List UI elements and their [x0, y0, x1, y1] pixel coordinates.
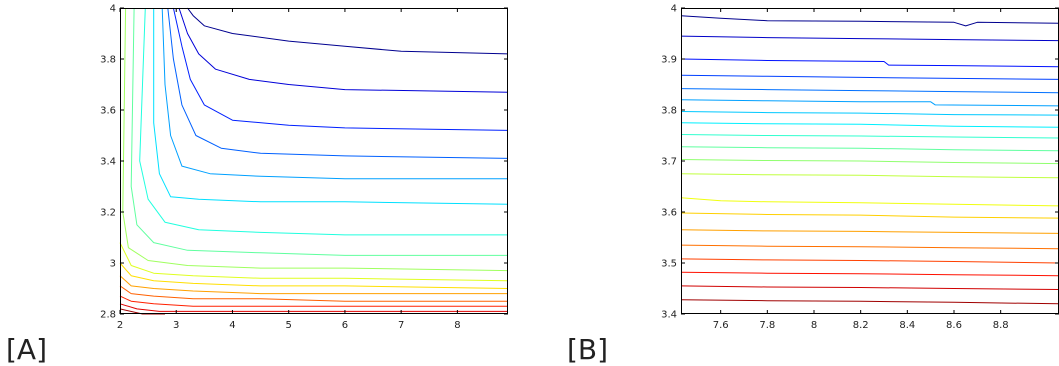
panel-b-contour-line-2: [680, 35, 1059, 42]
panel-a-axes-frame: [120, 8, 508, 314]
panel-b-contour-line-14: [680, 212, 1059, 219]
panel-a-contour-line-10: [119, 242, 509, 282]
panel-a-contour-line-8: [130, 7, 508, 256]
panel-a-contour-line-2: [178, 7, 509, 93]
panel-a-contour-plot: 2 3 4 5 6 7 8 2.8 3 3.2 3.4 3.6 3.8 4 [A]: [6, 4, 509, 366]
panel-b-x-tick-label: 7.6: [713, 320, 729, 331]
panel-b-x-tick-label: 8: [811, 320, 817, 331]
panel-b-contour-line-8: [680, 122, 1059, 128]
panel-b-y-tick-label: 4: [671, 4, 677, 15]
panel-a-x-tick-label: 8: [454, 320, 460, 331]
panel-a-y-tick-label: 2.8: [100, 310, 116, 321]
panel-b-contour-line-16: [680, 244, 1059, 250]
panel-a-contour-line-14: [119, 295, 508, 307]
panel-a-y-tick-label: 3.2: [100, 208, 116, 219]
panel-b-contour-line-20: [680, 299, 1059, 305]
panel-a-contour-lines: [119, 7, 509, 315]
panel-b-contour-line-7: [680, 111, 1059, 116]
panel-a-y-tick-label: 3.8: [100, 55, 116, 66]
panel-a-y-tick-label: 4: [110, 4, 116, 15]
panel-a-contour-line-5: [161, 7, 508, 180]
panel-a-y-tick-label: 3.6: [100, 106, 116, 117]
panel-b-contour-line-19: [680, 285, 1059, 290]
panel-b-x-tick-label: 8.6: [946, 320, 962, 331]
panel-a-x-tick-label: 3: [173, 320, 179, 331]
panel-b-contour-line-4: [680, 74, 1059, 80]
panel-b-contour-line-6: [680, 99, 1059, 107]
panel-b-contour-line-15: [680, 229, 1059, 234]
panel-a-axis-ticks: 2 3 4 5 6 7 8 2.8 3 3.2 3.4 3.6 3.8 4: [100, 4, 508, 331]
panel-b-contour-line-10: [680, 146, 1059, 152]
panel-a-contour-line-11: [119, 262, 509, 289]
panel-a-label: [A]: [6, 333, 47, 366]
panel-a-x-tick-label: 7: [398, 320, 404, 331]
panel-b-y-tick-label: 3.9: [661, 55, 677, 66]
panel-a-contour-line-1: [187, 7, 509, 55]
panel-a-y-tick-label: 3: [110, 259, 116, 270]
panel-a-x-tick-label: 6: [342, 320, 348, 331]
panel-a-y-tick-label: 3.4: [100, 157, 116, 168]
panel-a-x-tick-label: 4: [229, 320, 235, 331]
panel-b-contour-lines: [680, 15, 1059, 305]
panel-a-contour-line-13: [119, 285, 508, 302]
panel-b-contour-line-18: [680, 271, 1059, 277]
panel-b-x-tick-label: 8.4: [899, 320, 915, 331]
panel-b-contour-line-3: [680, 58, 1059, 68]
panel-b-x-tick-label: 8.8: [993, 320, 1009, 331]
panel-b-contour-line-11: [680, 159, 1059, 165]
panel-b-contour-line-12: [680, 173, 1059, 179]
panel-a-contour-line-9: [122, 7, 509, 272]
panel-a-x-tick-label: 2: [117, 320, 123, 331]
panel-b-label: [B]: [567, 333, 608, 366]
panel-b-y-tick-label: 3.4: [661, 310, 677, 321]
panel-b-y-tick-label: 3.8: [661, 106, 677, 117]
panel-b-x-tick-label: 8.2: [853, 320, 869, 331]
panel-b-contour-line-17: [680, 258, 1059, 264]
panel-a-contour-line-6: [153, 8, 509, 205]
panel-a-x-tick-label: 5: [286, 320, 292, 331]
panel-a-contour-line-3: [172, 7, 509, 131]
panel-b-contour-line-1: [680, 15, 1059, 27]
panel-b-y-tick-label: 3.6: [661, 208, 677, 219]
panel-b-contour-line-9: [680, 134, 1059, 139]
panel-b-contour-line-13: [680, 197, 1059, 207]
panel-a-contour-line-7: [139, 7, 508, 236]
panel-a-contour-line-12: [119, 275, 508, 295]
panel-a-contour-line-4: [167, 7, 509, 159]
panel-b-contour-plot: 7.6 7.8 8 8.2 8.4 8.6 8.8 3.4 3.5 3.6 3.7 3.8 3.9 4 […: [567, 4, 1059, 366]
panel-a-contour-line-15: [119, 303, 508, 312]
panel-b-contour-line-5: [680, 88, 1059, 94]
panel-b-y-tick-label: 3.7: [661, 157, 677, 168]
panel-b-x-tick-label: 7.8: [759, 320, 775, 331]
panel-b-axis-ticks: 7.6 7.8 8 8.2 8.4 8.6 8.8 3.4 3.5 3.6 3.7 3.8 3.9 4: [661, 4, 1059, 331]
panel-b-y-tick-label: 3.5: [661, 259, 677, 270]
